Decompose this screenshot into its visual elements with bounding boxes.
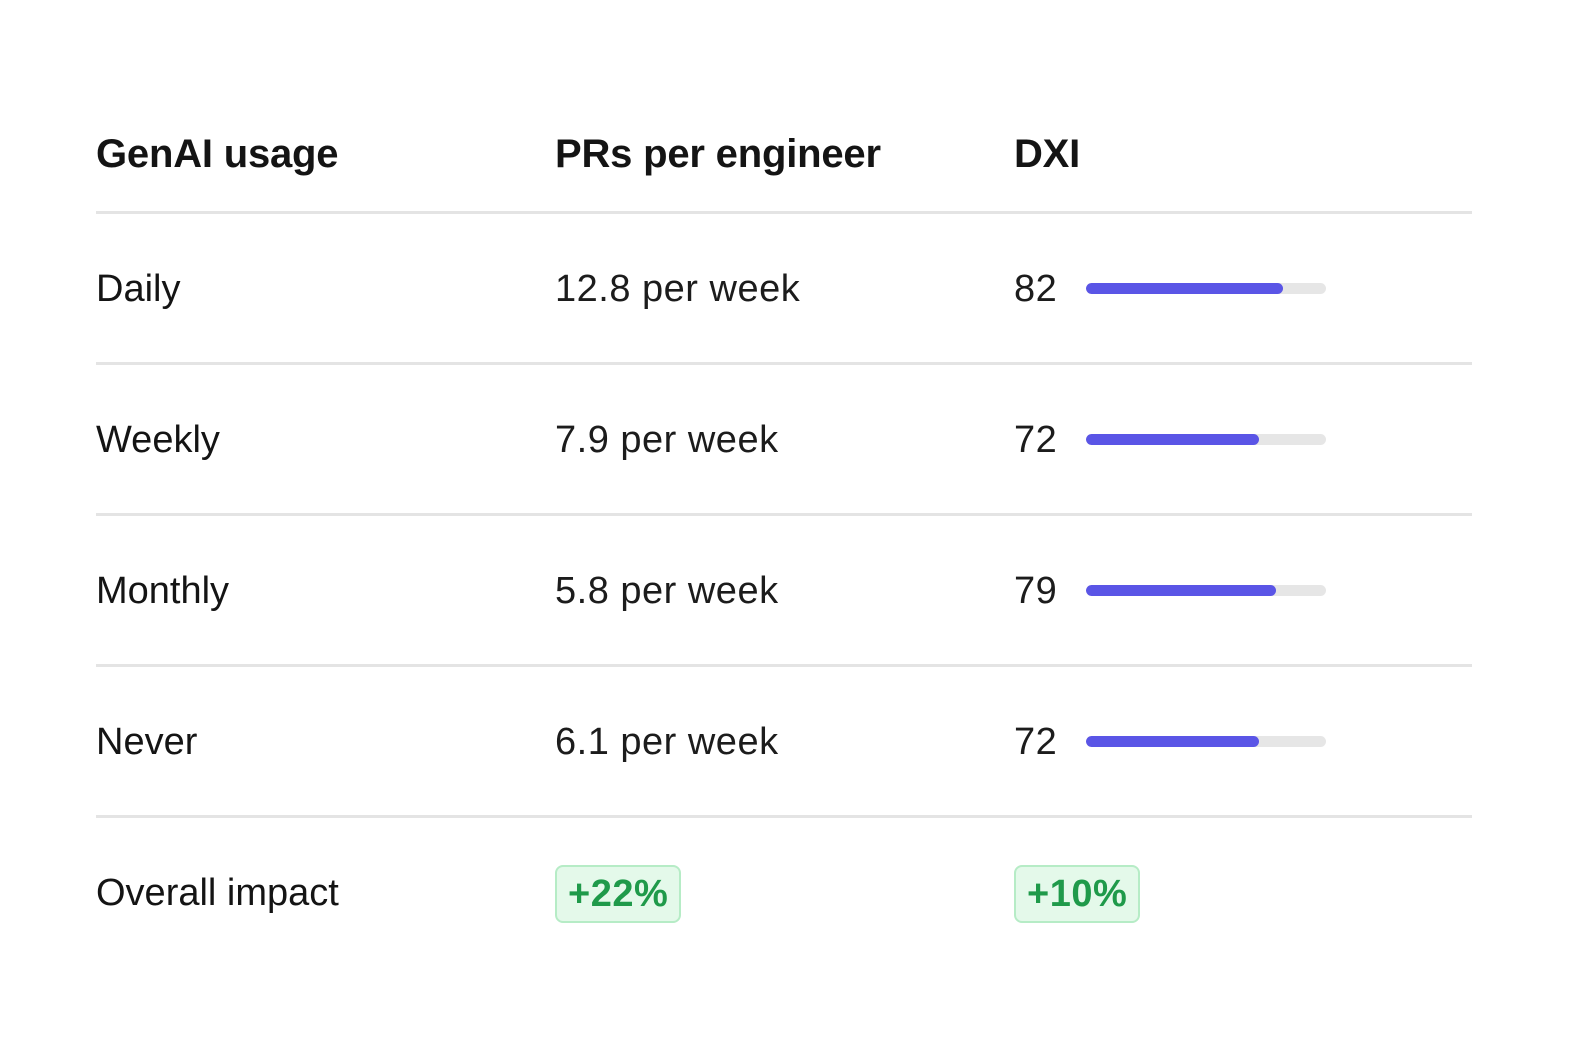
dxi-bar-track [1086,434,1326,445]
usage-label: Never [96,721,198,763]
prs-change-badge: +22% [555,865,682,923]
table-header-row: GenAI usage PRs per engineer DXI [96,112,1472,214]
usage-label: Monthly [96,570,230,612]
dxi-bar-track [1086,283,1326,294]
dxi-bar-track [1086,585,1326,596]
table-row: Daily 12.8 per week 82 [96,214,1472,365]
dxi-bar-track [1086,736,1326,747]
table-row: Never 6.1 per week 72 [96,667,1472,818]
prs-value: 6.1 per week [555,721,779,763]
header-genai-usage: GenAI usage [96,132,339,176]
header-dxi: DXI [1014,132,1081,176]
summary-row: Overall impact +22% +10% [96,818,1472,969]
overall-impact-label: Overall impact [96,872,339,914]
dxi-bar-fill [1086,434,1259,445]
prs-value: 7.9 per week [555,419,779,461]
dxi-cell: 72 [1014,419,1326,462]
table-row: Monthly 5.8 per week 79 [96,516,1472,667]
prs-value: 12.8 per week [555,268,801,310]
dxi-cell: 82 [1014,268,1326,311]
usage-label: Daily [96,268,181,310]
dxi-value: 72 [1014,721,1058,763]
dxi-value: 79 [1014,570,1058,612]
dxi-cell: 79 [1014,570,1326,613]
dxi-change-badge: +10% [1014,865,1141,923]
dxi-value: 72 [1014,419,1058,461]
dxi-bar-fill [1086,585,1276,596]
usage-label: Weekly [96,419,220,461]
table-row: Weekly 7.9 per week 72 [96,365,1472,516]
dxi-cell: 72 [1014,721,1326,764]
header-prs-per-engineer: PRs per engineer [555,132,881,176]
dxi-value: 82 [1014,268,1058,310]
genai-impact-table: GenAI usage PRs per engineer DXI Daily 1… [96,112,1472,969]
dxi-bar-fill [1086,736,1259,747]
dxi-bar-fill [1086,283,1283,294]
prs-value: 5.8 per week [555,570,779,612]
